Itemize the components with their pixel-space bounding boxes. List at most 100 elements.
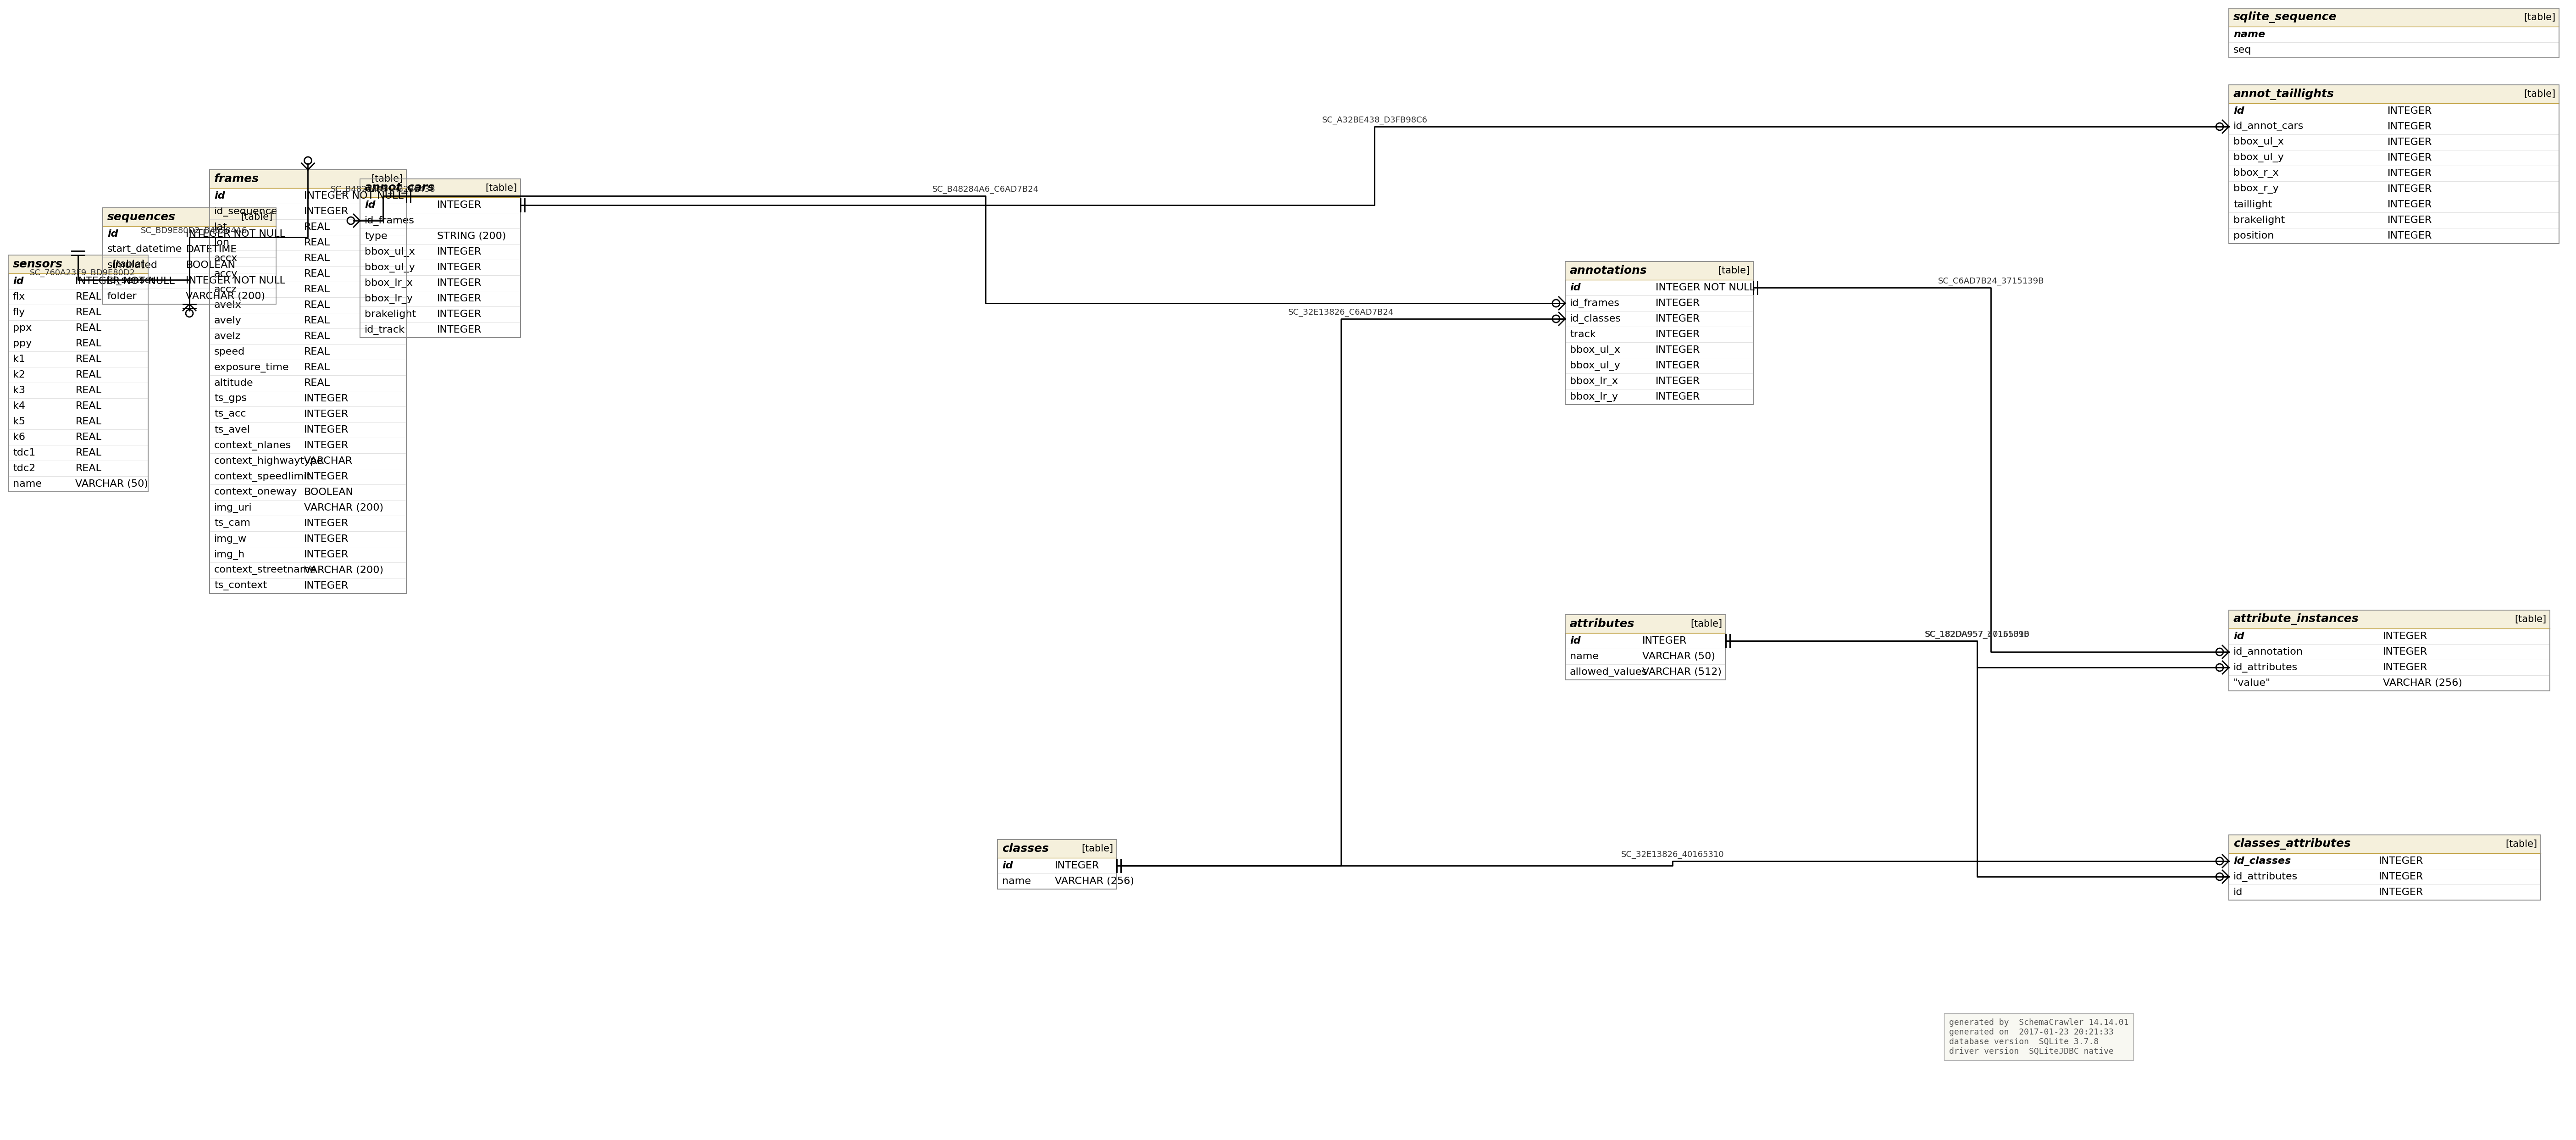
Text: ts_gps: ts_gps bbox=[214, 394, 247, 404]
Text: REAL: REAL bbox=[304, 316, 330, 325]
Bar bbox=[2228, 610, 2550, 691]
Text: id: id bbox=[108, 229, 118, 238]
Text: id_attributes: id_attributes bbox=[2233, 872, 2298, 881]
Text: INTEGER: INTEGER bbox=[438, 247, 482, 256]
Text: bbox_lr_x: bbox_lr_x bbox=[1569, 376, 1618, 386]
Text: id_sensor: id_sensor bbox=[108, 276, 155, 286]
Text: REAL: REAL bbox=[75, 417, 100, 426]
Text: INTEGER: INTEGER bbox=[2388, 200, 2432, 210]
Text: VARCHAR (50): VARCHAR (50) bbox=[1643, 652, 1716, 661]
Text: INTEGER: INTEGER bbox=[304, 519, 348, 528]
Text: SC_B48284A6_C6AD7B24: SC_B48284A6_C6AD7B24 bbox=[933, 186, 1038, 194]
Text: tdc1: tdc1 bbox=[13, 448, 36, 457]
Text: sensors: sensors bbox=[13, 259, 62, 270]
Text: INTEGER: INTEGER bbox=[2388, 185, 2432, 194]
Text: track: track bbox=[1569, 329, 1597, 339]
Text: INTEGER: INTEGER bbox=[438, 201, 482, 210]
Text: k3: k3 bbox=[13, 385, 26, 394]
Text: bbox_lr_y: bbox_lr_y bbox=[1569, 392, 1618, 401]
Text: bbox_ul_x: bbox_ul_x bbox=[366, 247, 415, 256]
Text: INTEGER: INTEGER bbox=[438, 325, 482, 334]
Text: INTEGER NOT NULL: INTEGER NOT NULL bbox=[185, 229, 286, 238]
Text: INTEGER: INTEGER bbox=[2383, 662, 2427, 673]
Text: simulated: simulated bbox=[108, 261, 157, 270]
Text: brakelight: brakelight bbox=[2233, 215, 2285, 225]
Text: VARCHAR (256): VARCHAR (256) bbox=[1054, 877, 1133, 886]
Text: allowed_values: allowed_values bbox=[1569, 667, 1649, 677]
Text: k6: k6 bbox=[13, 432, 26, 442]
Text: id_track: id_track bbox=[366, 325, 404, 335]
Text: REAL: REAL bbox=[75, 385, 100, 394]
Text: id: id bbox=[214, 192, 224, 201]
Text: context_oneway: context_oneway bbox=[214, 488, 296, 497]
Text: bbox_ul_y: bbox_ul_y bbox=[1569, 360, 1620, 370]
Text: annot_taillights: annot_taillights bbox=[2233, 88, 2334, 100]
Text: INTEGER: INTEGER bbox=[438, 310, 482, 319]
Text: INTEGER: INTEGER bbox=[2388, 215, 2432, 225]
Bar bbox=[209, 170, 407, 594]
Text: k5: k5 bbox=[13, 417, 26, 426]
Text: ts_cam: ts_cam bbox=[214, 519, 250, 528]
Text: id_sequence: id_sequence bbox=[214, 206, 278, 217]
Text: REAL: REAL bbox=[304, 332, 330, 341]
Text: brakelight: brakelight bbox=[366, 310, 417, 319]
Text: id: id bbox=[2233, 888, 2244, 897]
Text: fly: fly bbox=[13, 308, 26, 317]
Bar bbox=[2228, 834, 2540, 853]
Text: classes_attributes: classes_attributes bbox=[2233, 838, 2352, 849]
Bar bbox=[2228, 84, 2558, 104]
Text: INTEGER: INTEGER bbox=[438, 294, 482, 303]
Text: SC_32E13826_40165310: SC_32E13826_40165310 bbox=[1620, 850, 1723, 858]
Text: REAL: REAL bbox=[304, 238, 330, 247]
Text: ts_avel: ts_avel bbox=[214, 425, 250, 434]
Text: attributes: attributes bbox=[1569, 618, 1636, 629]
Text: REAL: REAL bbox=[75, 339, 100, 348]
Text: position: position bbox=[2233, 231, 2275, 241]
Bar bbox=[2228, 834, 2540, 901]
Bar bbox=[1566, 614, 1726, 679]
Text: accy: accy bbox=[214, 269, 237, 278]
Text: INTEGER: INTEGER bbox=[438, 263, 482, 272]
Text: tdc2: tdc2 bbox=[13, 464, 36, 473]
Text: "value": "value" bbox=[2233, 678, 2269, 687]
Text: id: id bbox=[2233, 106, 2244, 115]
Text: ppy: ppy bbox=[13, 339, 31, 348]
Text: SC_BD9E80D2_B48284A6: SC_BD9E80D2_B48284A6 bbox=[142, 227, 247, 235]
Text: REAL: REAL bbox=[75, 448, 100, 457]
Text: id: id bbox=[366, 201, 376, 210]
Text: id_frames: id_frames bbox=[1569, 299, 1620, 308]
Text: [table]: [table] bbox=[1082, 844, 1113, 853]
Bar bbox=[2228, 610, 2550, 691]
Bar bbox=[361, 179, 520, 337]
Text: ts_acc: ts_acc bbox=[214, 409, 247, 418]
Bar bbox=[361, 179, 520, 337]
Bar bbox=[209, 170, 407, 594]
Text: SC_182DA957_3715109B: SC_182DA957_3715109B bbox=[1924, 630, 2030, 638]
Bar bbox=[103, 207, 276, 304]
Bar bbox=[997, 839, 1118, 858]
Text: flx: flx bbox=[13, 292, 26, 301]
Text: lat: lat bbox=[214, 222, 227, 231]
Text: avely: avely bbox=[214, 316, 242, 325]
Text: SC_32E13826_C6AD7B24: SC_32E13826_C6AD7B24 bbox=[1288, 308, 1394, 317]
Bar bbox=[2228, 834, 2540, 901]
Text: avelz: avelz bbox=[214, 332, 242, 341]
Text: id: id bbox=[1569, 283, 1582, 292]
Bar bbox=[2228, 84, 2558, 244]
Text: REAL: REAL bbox=[304, 301, 330, 310]
Text: annot_cars: annot_cars bbox=[366, 182, 435, 194]
Text: INTEGER NOT NULL: INTEGER NOT NULL bbox=[75, 277, 175, 286]
Text: REAL: REAL bbox=[304, 348, 330, 357]
Bar bbox=[8, 255, 149, 274]
Text: bbox_ul_y: bbox_ul_y bbox=[2233, 153, 2285, 163]
Text: INTEGER NOT NULL: INTEGER NOT NULL bbox=[1656, 283, 1754, 292]
Text: REAL: REAL bbox=[75, 324, 100, 333]
Text: attribute_instances: attribute_instances bbox=[2233, 613, 2360, 625]
Text: exposure_time: exposure_time bbox=[214, 363, 289, 373]
Bar bbox=[103, 207, 276, 304]
Text: SC_B48284A6_A32BE438: SC_B48284A6_A32BE438 bbox=[330, 186, 435, 194]
Text: REAL: REAL bbox=[304, 378, 330, 388]
Bar bbox=[209, 170, 407, 188]
Text: INTEGER: INTEGER bbox=[1656, 345, 1700, 355]
Text: SC_760A23F9_BD9E80D2: SC_760A23F9_BD9E80D2 bbox=[31, 269, 137, 277]
